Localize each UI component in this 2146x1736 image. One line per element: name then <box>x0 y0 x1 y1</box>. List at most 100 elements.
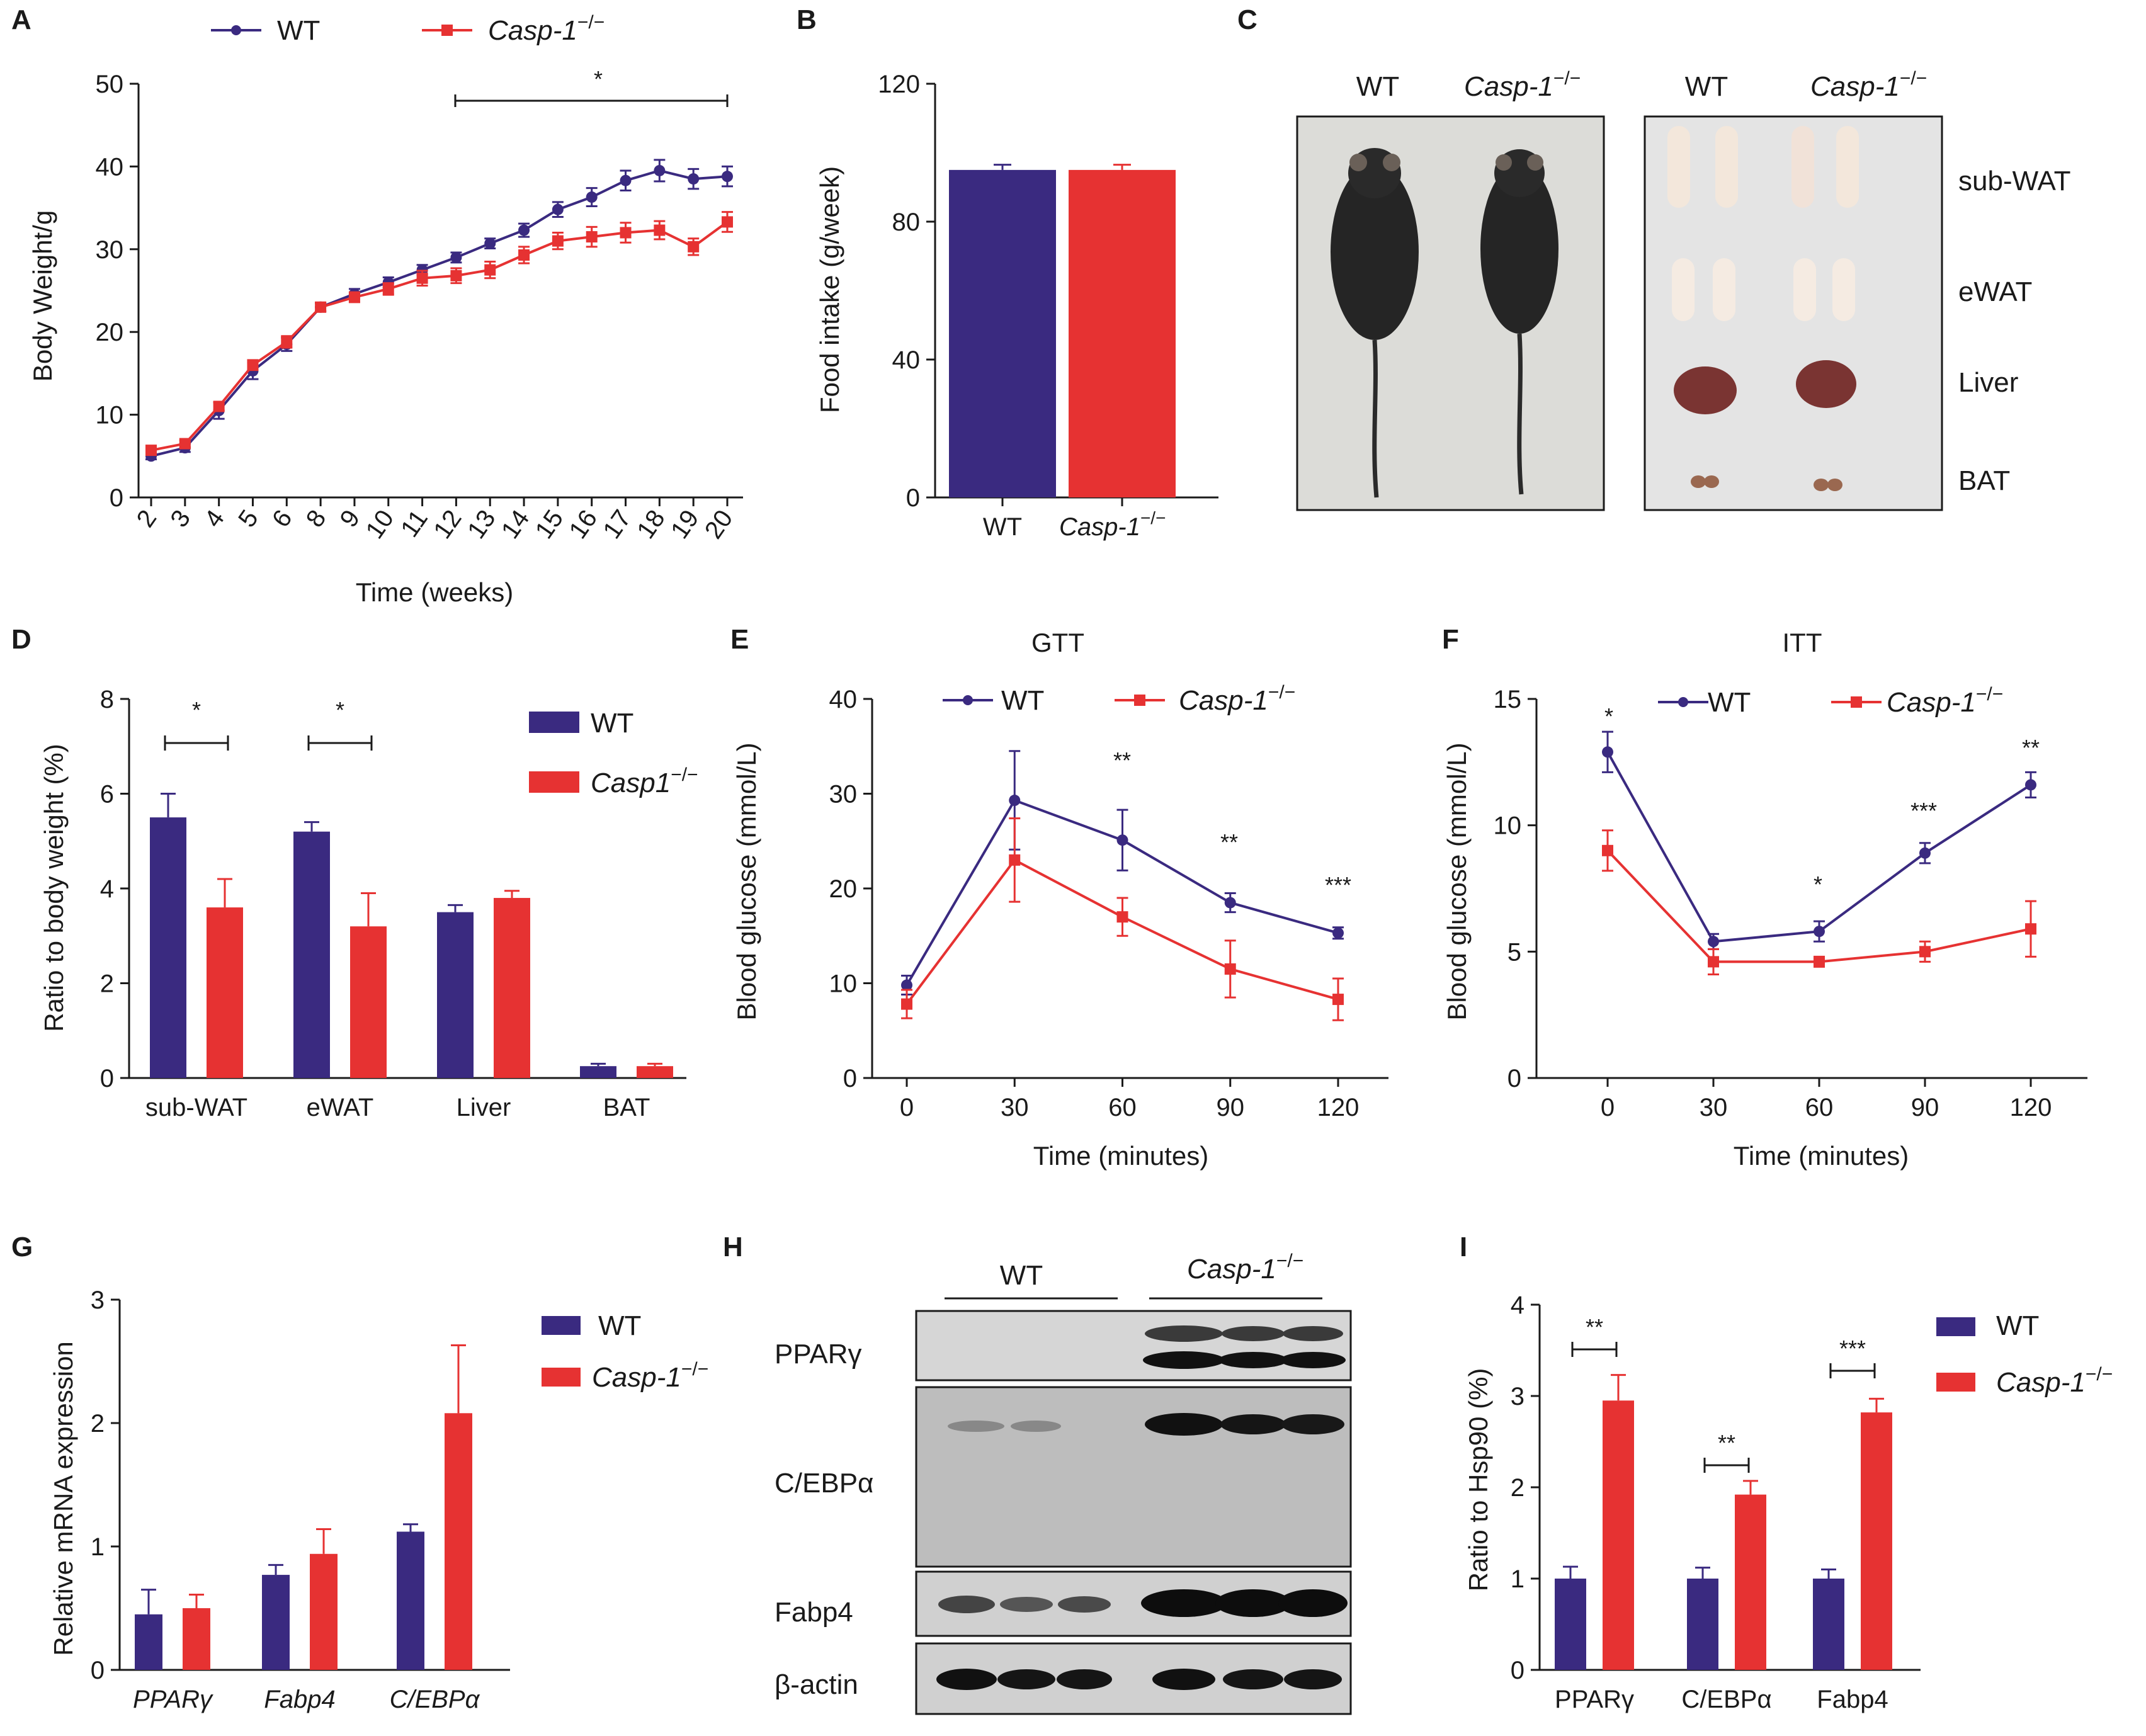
sig-f-120: ** <box>2022 735 2040 761</box>
data-point-A-ko <box>179 438 191 450</box>
y-tick-label-A: 20 <box>96 319 124 346</box>
x-tick-label-F: 0 <box>1601 1094 1615 1121</box>
y-tick-label-F: 10 <box>1494 812 1522 840</box>
x-tick-label-E: 90 <box>1217 1094 1245 1121</box>
data-point-A-wt <box>484 237 496 249</box>
tissue-bat-images <box>1691 475 1842 491</box>
data-point-E-wt <box>1332 927 1344 939</box>
legend-d-ko-swatch <box>529 771 579 793</box>
legend-g: WT Casp-1−/− <box>542 1310 708 1393</box>
x-tick-label-I: PPARγ <box>1555 1686 1634 1713</box>
data-point-E-ko <box>1224 963 1236 975</box>
x-tick-label-A: 3 <box>165 505 196 532</box>
data-point-F-ko <box>1919 946 1931 958</box>
bar-D-1-3 <box>637 1066 673 1078</box>
legend-e-wt-label: WT <box>1001 685 1044 716</box>
data-point-A-ko <box>552 235 564 247</box>
title-e: GTT <box>1031 628 1084 657</box>
blot-label-beta-actin: β-actin <box>775 1669 858 1700</box>
x-tick-label-E: 120 <box>1317 1094 1360 1121</box>
data-point-E-ko <box>1116 911 1128 923</box>
bar-I-1-0 <box>1603 1400 1634 1670</box>
y-tick-label-I: 2 <box>1511 1474 1524 1502</box>
sig-a: * <box>594 66 603 92</box>
data-point-F-wt <box>2025 779 2036 791</box>
data-point-A-ko <box>620 227 632 239</box>
legend-i: WT Casp-1−/− <box>1936 1310 2113 1398</box>
data-point-A-wt <box>450 251 462 263</box>
y-tick-label-D: 8 <box>100 686 114 713</box>
data-point-F-ko <box>1708 956 1719 968</box>
x-tick-label-F: 120 <box>2010 1094 2052 1121</box>
y-tick-label-E: 10 <box>829 970 858 998</box>
y-tick-label-A: 30 <box>96 236 124 264</box>
axis-e-xlabel: Time (minutes) <box>1033 1141 1208 1171</box>
data-point-E-ko <box>901 998 912 1010</box>
y-tick-label-E: 20 <box>829 875 858 903</box>
y-tick-label-B: 80 <box>892 208 921 236</box>
tissue-ewat-images <box>1672 258 1855 321</box>
x-tick-label-A: 15 <box>530 505 569 544</box>
bar-I-1-2 <box>1861 1412 1892 1670</box>
y-tick-label-I: 1 <box>1511 1565 1524 1593</box>
bar-I-0-1 <box>1687 1579 1718 1670</box>
panel-b: B Food intake (g/week) 0 40 80 120 WT Casp-1−… <box>797 4 1218 541</box>
y-tick-label-D: 2 <box>100 970 114 998</box>
chart-e: 0 10 20 30 40 0 30 60 90 120 <box>829 686 1388 1121</box>
data-point-E-wt <box>1116 834 1128 846</box>
bar-D-0-1 <box>293 831 330 1078</box>
sig-f-90: *** <box>1910 798 1937 824</box>
axis-d-ylabel: Ratio to body weight (%) <box>39 744 69 1032</box>
panel-label-i: I <box>1460 1232 1467 1262</box>
legend-e-ko-label: Casp-1−/− <box>1179 682 1295 716</box>
y-tick-label-A: 40 <box>96 153 124 181</box>
data-point-A-ko <box>247 359 259 371</box>
axis-g-ylabel: Relative mRNA expression <box>48 1341 78 1656</box>
sig-e-60: ** <box>1113 747 1131 773</box>
panel-label-h: H <box>723 1232 743 1262</box>
legend-d-wt-swatch <box>529 712 579 733</box>
data-point-E-ko <box>1332 994 1344 1006</box>
bar-D-0-3 <box>580 1066 616 1078</box>
legend-a-wt-label: WT <box>277 15 320 46</box>
y-tick-label-E: 40 <box>829 686 858 713</box>
data-point-F-wt <box>1708 936 1719 948</box>
series-line-F-0 <box>1606 751 2032 943</box>
panel-label-g: G <box>11 1232 33 1262</box>
mouse-ko-image <box>1480 149 1558 495</box>
panel-d: D Ratio to body weight (%) WT Casp1−/− *… <box>11 624 698 1121</box>
axis-b-ylabel: Food intake (g/week) <box>815 166 844 413</box>
legend-d-wt-label: WT <box>591 708 633 739</box>
x-tick-label-A: 16 <box>564 505 603 544</box>
legend-a-ko-marker <box>441 25 453 36</box>
legend-f-ko-marker <box>1851 696 1862 708</box>
axis-e-ylabel: Blood glucose (mmol/L) <box>732 742 761 1020</box>
series-line-A-0 <box>150 169 728 458</box>
sig-i-cebpa: ** <box>1718 1430 1735 1456</box>
panel-label-e: E <box>730 624 749 655</box>
tissue-label-ewat: eWAT <box>1958 276 2032 307</box>
data-point-F-wt <box>1602 746 1613 758</box>
legend-f-wt-label: WT <box>1708 687 1751 718</box>
sig-bars-d: * * <box>164 697 373 751</box>
legend-e-wt-marker <box>963 695 973 705</box>
legend-i-ko-label: Casp-1−/− <box>1996 1364 2113 1398</box>
bar-G-1-1 <box>310 1553 338 1670</box>
panel-label-c: C <box>1237 4 1258 35</box>
data-point-F-wt <box>1919 847 1931 859</box>
panel-e: E GTT Blood glucose (mmol/L) Time (minut… <box>730 624 1388 1171</box>
sig-f-0: * <box>1604 703 1613 729</box>
bar-G-0-1 <box>262 1575 290 1670</box>
data-point-A-wt <box>722 171 733 183</box>
mouse-wt-image <box>1331 148 1419 498</box>
x-tick-label-B: WT <box>983 513 1022 541</box>
x-tick-label-E: 30 <box>1001 1094 1029 1121</box>
data-point-A-wt <box>688 173 700 185</box>
data-point-F-ko <box>1814 956 1825 968</box>
x-tick-label-E: 60 <box>1108 1094 1137 1121</box>
chart-b: 0 40 80 120 WT Casp-1−/− <box>878 71 1218 541</box>
x-tick-label-B: Casp-1−/− <box>1059 508 1166 541</box>
blot-beta-actin <box>915 1642 1352 1715</box>
mouse-photo <box>1296 115 1605 511</box>
photo-col-wt-1: WT <box>1356 71 1399 102</box>
